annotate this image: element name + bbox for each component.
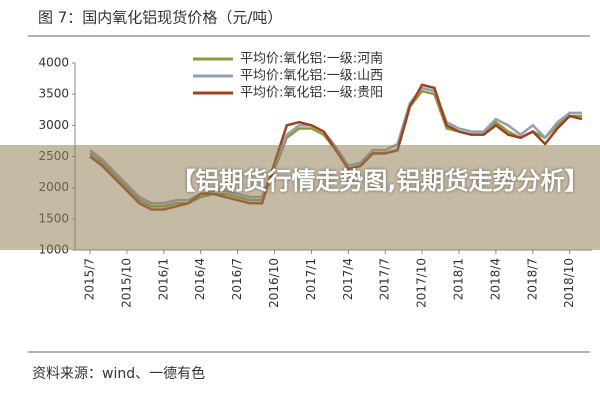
legend-label: 平均价:氧化铝:一级:贵阳: [240, 86, 383, 101]
legend-label: 平均价:氧化铝:一级:山西: [240, 69, 383, 84]
x-tick-label: 2018/4: [488, 258, 502, 300]
x-tick-label: 2016/7: [230, 258, 244, 300]
x-tick-label: 2016/4: [193, 258, 207, 300]
y-tick-label: 3500: [38, 87, 69, 101]
x-tick-label: 2015/7: [83, 258, 97, 300]
x-tick-label: 2018/1: [452, 258, 466, 300]
banner-text: 【铝期货行情走势图,铝期货走势分析】: [171, 167, 589, 195]
x-tick-label: 2015/10: [119, 258, 133, 308]
x-tick-label: 2016/1: [156, 258, 170, 300]
x-tick-label: 2017/7: [378, 258, 392, 300]
x-tick-label: 2017/4: [341, 258, 355, 300]
banner: 【铝期货行情走势图,铝期货走势分析】: [0, 145, 600, 250]
x-tick-label: 2017/1: [304, 258, 318, 300]
x-tick-label: 2016/10: [267, 258, 281, 308]
chart-title: 图 7：国内氧化铝现货价格（元/吨）: [38, 9, 282, 27]
source-note: 资料来源：wind、一德有色: [32, 365, 205, 382]
y-tick-label: 3000: [38, 118, 69, 132]
legend-label: 平均价:氧化铝:一级:河南: [240, 51, 383, 67]
y-tick-label: 4000: [38, 56, 69, 70]
x-tick-label: 2017/10: [415, 258, 429, 308]
x-tick-label: 2018/7: [525, 258, 539, 300]
x-tick-label: 2018/10: [562, 258, 576, 308]
